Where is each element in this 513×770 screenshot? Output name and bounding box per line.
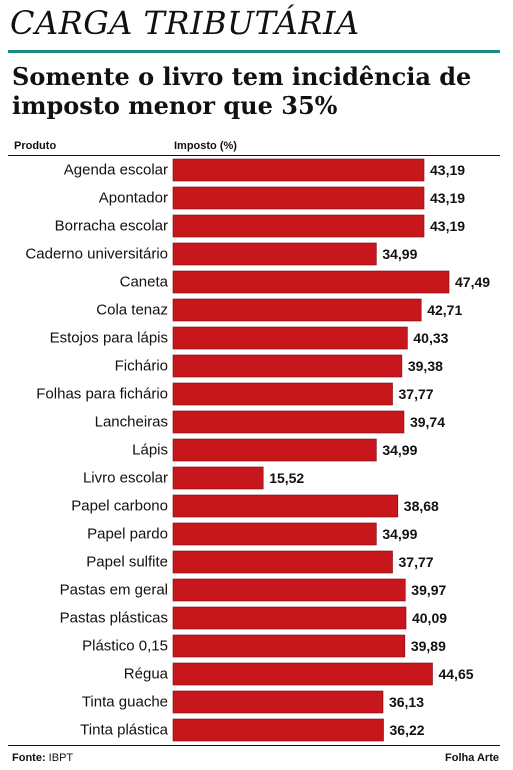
category-label: Borracha escolar: [55, 218, 168, 235]
value-label: 43,19: [430, 162, 465, 178]
value-label: 36,22: [390, 722, 425, 738]
value-label: 43,19: [430, 190, 465, 206]
bar-chart-svg: Agenda escolar 43,19 Apontador 43,19 Borrach…: [25, 158, 490, 742]
bar: [172, 214, 425, 238]
bar: [172, 158, 425, 182]
category-label: Folhas para fichário: [36, 386, 168, 403]
value-label: 38,68: [404, 498, 439, 514]
bar: [172, 662, 433, 686]
bar: [172, 410, 405, 434]
value-label: 36,13: [389, 694, 424, 710]
section-kicker: CARGA TRIBUTÁRIA: [10, 4, 360, 42]
bar: [172, 242, 377, 266]
column-header-tax: Imposto (%): [174, 140, 237, 152]
bar: [172, 634, 406, 658]
value-label: 43,19: [430, 218, 465, 234]
source-note: Fonte: IBPT: [12, 752, 73, 764]
category-label: Pastas plásticas: [60, 610, 168, 627]
value-label: 34,99: [382, 442, 417, 458]
credit: Folha Arte: [445, 752, 499, 764]
category-label: Régua: [124, 666, 169, 683]
accent-rule: [8, 50, 500, 53]
value-label: 39,97: [411, 582, 446, 598]
bar: [172, 606, 407, 630]
bar: [172, 270, 450, 294]
category-label: Apontador: [99, 190, 168, 207]
bar: [172, 466, 264, 490]
footer-rule: [8, 745, 500, 746]
bar: [172, 438, 377, 462]
category-label: Papel sulfite: [86, 554, 168, 571]
category-label: Fichário: [115, 358, 168, 375]
value-label: 39,89: [411, 638, 446, 654]
value-label: 39,74: [410, 414, 445, 430]
value-label: 15,52: [269, 470, 304, 486]
column-header-product: Produto: [14, 140, 57, 152]
bar: [172, 186, 425, 210]
chart-headline: Somente o livro tem incidência de impost…: [12, 62, 472, 120]
category-label: Tinta plástica: [80, 722, 168, 739]
value-label: 42,71: [427, 302, 462, 318]
category-label: Plástico 0,15: [82, 638, 168, 655]
bar: [172, 522, 377, 546]
category-label: Agenda escolar: [64, 162, 168, 179]
value-label: 34,99: [382, 526, 417, 542]
category-label: Lápis: [132, 442, 168, 459]
value-label: 39,38: [408, 358, 443, 374]
source-label: Fonte:: [12, 752, 46, 764]
bar: [172, 326, 408, 350]
category-label: Papel carbono: [71, 498, 168, 515]
value-label: 40,33: [413, 330, 448, 346]
value-label: 37,77: [399, 386, 434, 402]
value-label: 37,77: [399, 554, 434, 570]
bar: [172, 550, 393, 574]
value-label: 47,49: [455, 274, 490, 290]
category-label: Lancheiras: [95, 414, 168, 431]
value-label: 34,99: [382, 246, 417, 262]
category-label: Livro escolar: [83, 470, 168, 487]
bar: [172, 718, 384, 742]
bar-chart: Agenda escolar 43,19 Apontador 43,19 Borrach…: [0, 157, 513, 745]
category-label: Caneta: [120, 274, 169, 291]
category-label: Cola tenaz: [96, 302, 168, 319]
source-value: IBPT: [48, 752, 74, 764]
header-rule: [8, 155, 500, 156]
bar: [172, 382, 393, 406]
bar: [172, 494, 399, 518]
category-label: Papel pardo: [87, 526, 168, 543]
bar: [172, 298, 422, 322]
value-label: 44,65: [438, 666, 473, 682]
category-label: Pastas em geral: [60, 582, 168, 599]
bar: [172, 354, 403, 378]
credit-label: Folha Arte: [445, 752, 499, 764]
bar: [172, 578, 406, 602]
category-label: Caderno universitário: [25, 246, 168, 263]
bar: [172, 690, 384, 714]
value-label: 40,09: [412, 610, 447, 626]
category-label: Tinta guache: [82, 694, 168, 711]
category-label: Estojos para lápis: [50, 330, 168, 347]
